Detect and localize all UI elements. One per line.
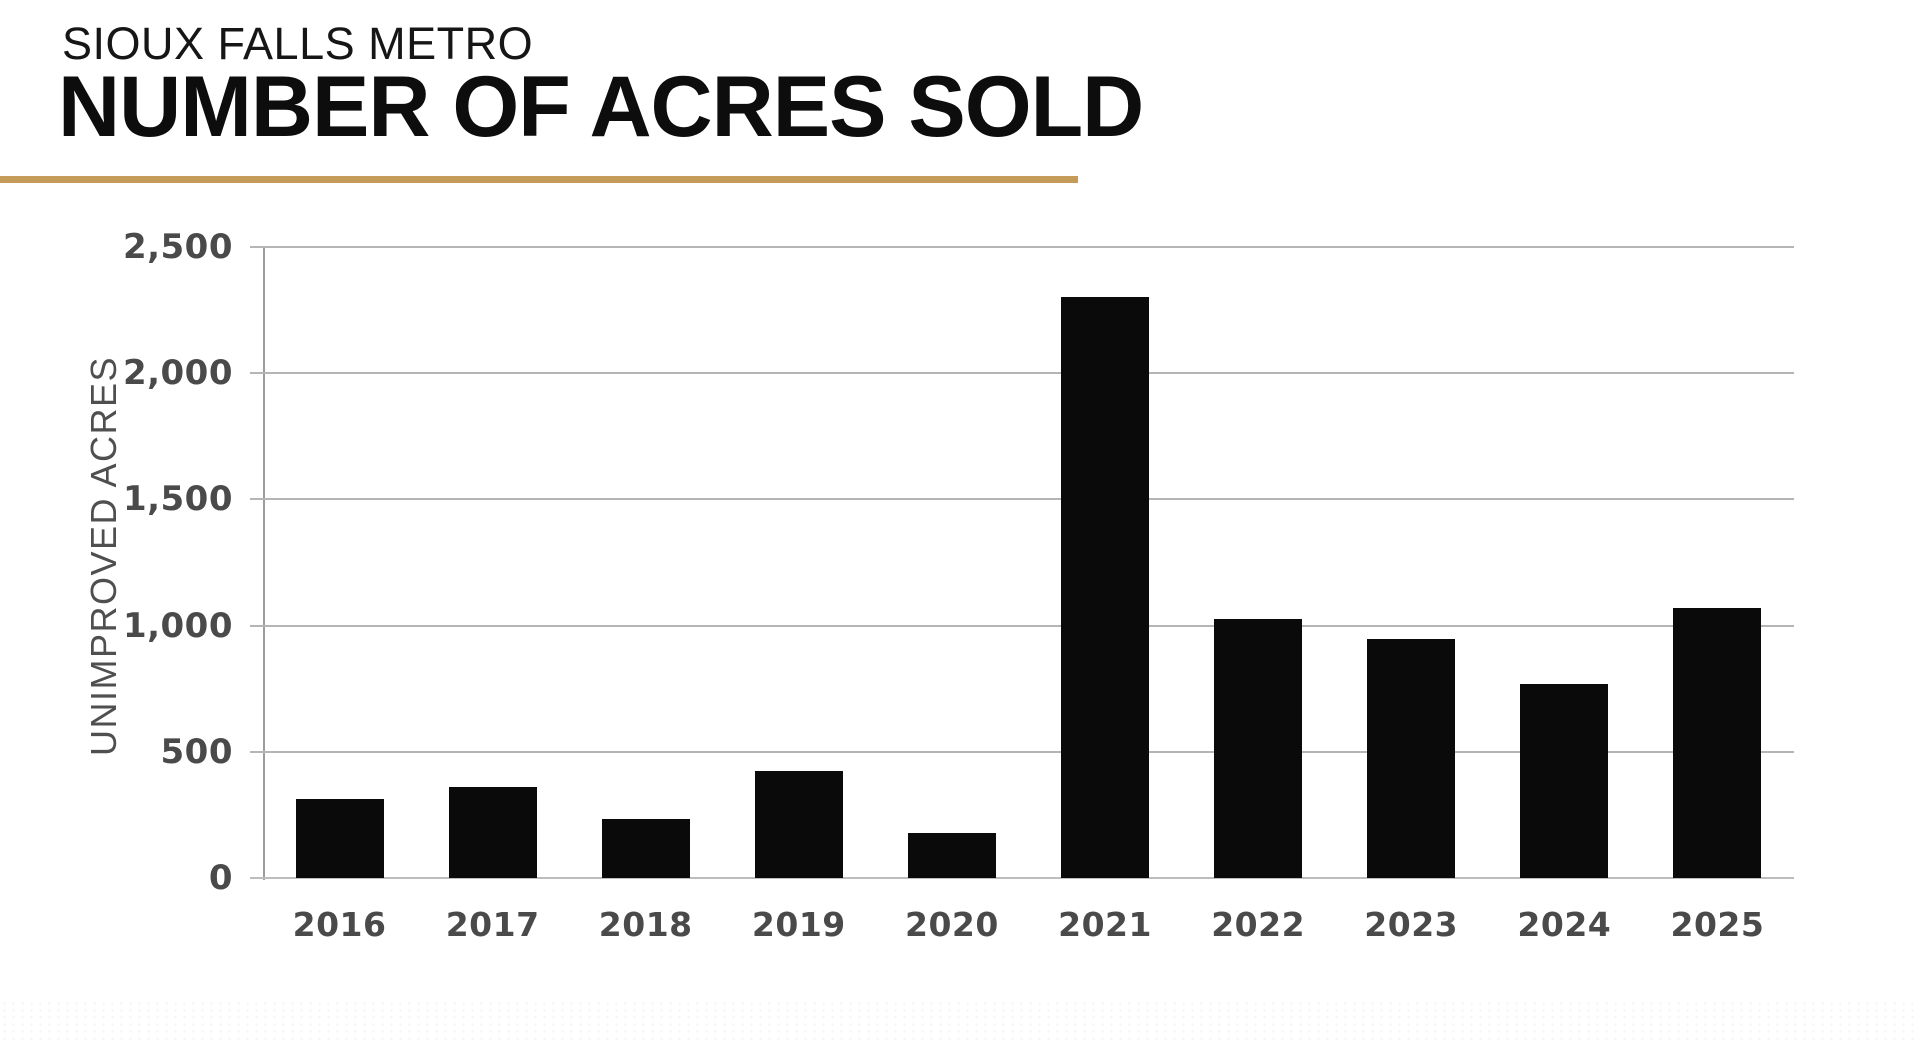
y-tick-label-0: 0 — [208, 858, 233, 898]
bar-2017 — [448, 787, 537, 878]
chart-title: NUMBER OF ACRES SOLD — [58, 59, 1144, 155]
gridline-0 — [250, 877, 1794, 879]
bar-2021 — [1061, 297, 1150, 878]
x-tick-label-2016: 2016 — [292, 905, 387, 944]
gridline-1500 — [250, 498, 1794, 501]
gold-divider-rule — [0, 176, 1078, 183]
gridline-2500 — [250, 246, 1794, 248]
gridline-1000 — [250, 624, 1794, 627]
y-tick-label-1500: 1,500 — [122, 479, 233, 520]
gridline-500 — [250, 750, 1794, 753]
plot-area — [250, 246, 1794, 879]
x-tick-label-2023: 2023 — [1364, 905, 1459, 944]
y-axis-line — [263, 247, 265, 880]
bar-2025 — [1673, 607, 1762, 878]
bar-2020 — [907, 832, 996, 878]
bar-2019 — [754, 770, 843, 878]
y-tick-label-1000: 1,000 — [122, 605, 233, 646]
bar-2023 — [1367, 639, 1456, 878]
bar-2024 — [1520, 683, 1609, 878]
x-tick-label-2025: 2025 — [1670, 905, 1765, 944]
bar-2018 — [601, 819, 690, 878]
chart-subtitle: SIOUX FALLS METRO — [62, 18, 534, 69]
y-tick-label-2500: 2,500 — [122, 227, 233, 267]
bar-2016 — [295, 798, 384, 878]
bottom-texture-band — [0, 1000, 1920, 1042]
x-tick-label-2019: 2019 — [751, 905, 846, 944]
x-tick-label-2021: 2021 — [1058, 905, 1152, 944]
x-tick-label-2018: 2018 — [598, 905, 693, 944]
x-tick-label-2020: 2020 — [905, 905, 999, 944]
y-tick-label-500: 500 — [160, 731, 233, 772]
y-axis-title: UNIMPROVED ACRES — [83, 355, 124, 757]
x-tick-label-2024: 2024 — [1517, 905, 1612, 944]
gridline-2000 — [250, 372, 1794, 375]
x-tick-label-2022: 2022 — [1211, 905, 1306, 944]
x-tick-label-2017: 2017 — [445, 905, 540, 944]
y-tick-label-2000: 2,000 — [122, 353, 233, 394]
bar-2022 — [1214, 619, 1303, 878]
